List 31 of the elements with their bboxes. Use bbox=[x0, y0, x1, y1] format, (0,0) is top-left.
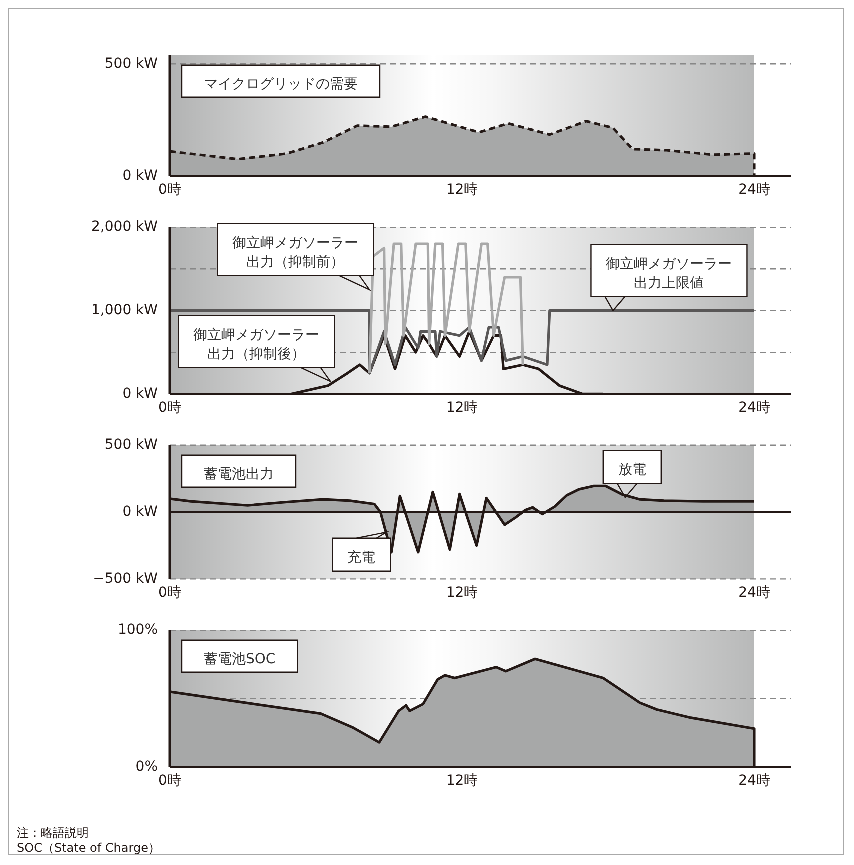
y-tick-label: 0% bbox=[136, 758, 158, 775]
x-tick-label: 12時 bbox=[446, 585, 478, 602]
x-tick-label: 12時 bbox=[446, 773, 478, 790]
y-tick-label: 0 kW bbox=[122, 168, 158, 184]
x-tick-label: 24時 bbox=[738, 585, 770, 602]
x-tick-label: 12時 bbox=[446, 400, 478, 416]
text: 蓄電池出力 bbox=[204, 466, 274, 483]
y-tick-label: 500 kW bbox=[104, 56, 158, 72]
annotation: 御立岬メガソーラー出力（抑制前） bbox=[232, 236, 359, 271]
x-tick-label: 24時 bbox=[738, 400, 770, 416]
y-tick-label: 500 kW bbox=[104, 437, 158, 454]
y-tick-label: 1,000 kW bbox=[92, 302, 158, 318]
y-tick-label: −500 kW bbox=[93, 570, 158, 587]
x-tick-label: 0時 bbox=[158, 400, 182, 416]
x-tick-label: 0時 bbox=[158, 585, 182, 602]
x-tick-label: 24時 bbox=[738, 182, 770, 198]
annotation: 放電 bbox=[618, 462, 646, 478]
y-tick-label: 0 kW bbox=[122, 504, 158, 520]
x-tick-label: 0時 bbox=[158, 182, 182, 198]
y-tick-label: 100% bbox=[118, 622, 158, 638]
x-tick-label: 24時 bbox=[738, 773, 770, 790]
x-tick-label: 0時 bbox=[158, 773, 182, 790]
x-tick-label: 12時 bbox=[446, 182, 478, 198]
y-tick-label: 2,000 kW bbox=[92, 219, 158, 236]
y-tick-label: 0 kW bbox=[122, 386, 158, 402]
annotation: 充電 bbox=[348, 550, 376, 566]
text: マイクログリッドの需要 bbox=[204, 76, 358, 93]
text: 注：略語説明 bbox=[17, 826, 90, 841]
annotation: 御立岬メガソーラー出力上限値 bbox=[606, 256, 732, 292]
text: 蓄電池SOC bbox=[204, 652, 276, 668]
annotation: 御立岬メガソーラー出力（抑制後） bbox=[194, 327, 320, 362]
